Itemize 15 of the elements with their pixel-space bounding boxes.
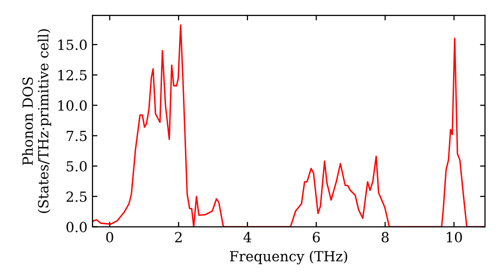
x-tick-label: 6: [312, 232, 320, 242]
x-tick-label: 10: [446, 232, 462, 242]
x-axis-title: Frequency (THz): [230, 250, 348, 264]
y-tick-label: 12.5: [58, 70, 87, 80]
y-tick-label: 7.5: [66, 130, 87, 142]
y-axis-title: Phonon DOS (States/THz·primitive cell): [22, 29, 52, 213]
x-tick-label: 4: [243, 232, 252, 242]
y-tick-label: 10.0: [58, 100, 87, 111]
y-tick-label: 0.0: [66, 222, 87, 232]
y-tick-label: 15.0: [58, 40, 87, 50]
x-tick-label: 0: [106, 232, 114, 242]
x-tick-label: 8: [382, 232, 389, 242]
y-tick-label: 2.5: [66, 191, 87, 202]
y-tick-label: 5.0: [66, 161, 87, 172]
x-tick-label: 2: [175, 232, 182, 242]
